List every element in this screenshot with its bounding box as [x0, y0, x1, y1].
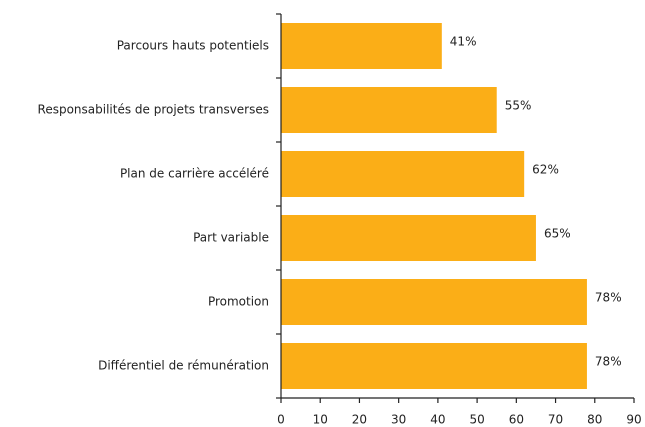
- y-tick-label: Plan de carrière accéléré: [120, 167, 269, 181]
- value-label: 65%: [544, 227, 571, 241]
- x-tick-label: 0: [277, 413, 285, 427]
- y-tick-label: Parcours hauts potentiels: [117, 39, 269, 53]
- y-tick-label: Différentiel de rémunération: [98, 359, 269, 373]
- y-tick-label: Promotion: [208, 295, 269, 309]
- y-tick-label: Responsabilités de projets transverses: [38, 103, 269, 117]
- x-tick-label: 40: [430, 413, 445, 427]
- bar: [281, 87, 497, 133]
- value-label: 78%: [595, 355, 622, 369]
- value-label: 78%: [595, 291, 622, 305]
- bar: [281, 343, 587, 389]
- bar: [281, 279, 587, 325]
- bar: [281, 23, 442, 69]
- value-label: 55%: [505, 99, 532, 113]
- x-tick-label: 20: [352, 413, 367, 427]
- x-tick-label: 60: [509, 413, 524, 427]
- x-tick-label: 30: [391, 413, 406, 427]
- x-tick-label: 70: [548, 413, 563, 427]
- value-label: 62%: [532, 163, 559, 177]
- bar: [281, 215, 536, 261]
- value-label: 41%: [450, 35, 477, 49]
- x-tick-label: 90: [626, 413, 641, 427]
- bar: [281, 151, 525, 197]
- x-tick-label: 10: [313, 413, 328, 427]
- y-tick-label: Part variable: [193, 231, 269, 245]
- x-tick-label: 80: [587, 413, 602, 427]
- x-tick-label: 50: [469, 413, 484, 427]
